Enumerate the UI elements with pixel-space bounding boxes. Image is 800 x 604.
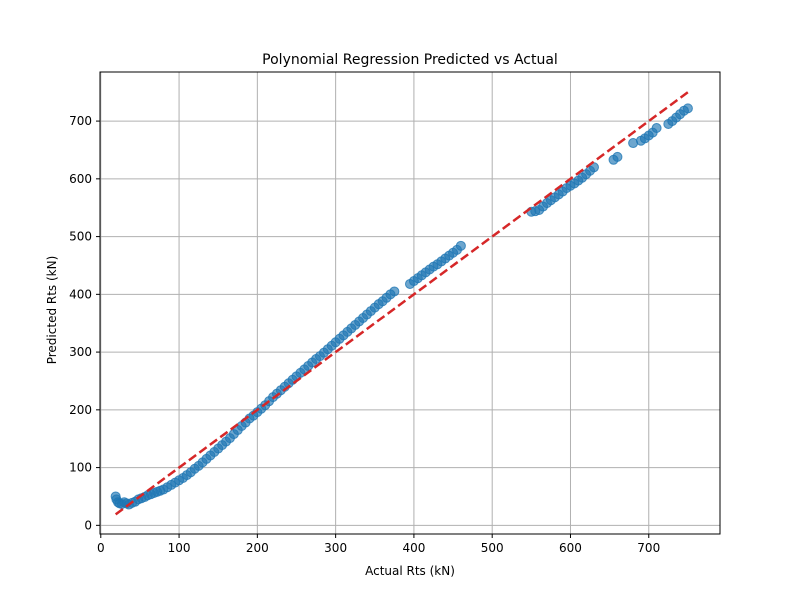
y-tick-label: 300	[69, 345, 92, 359]
grid	[100, 72, 720, 534]
x-tick-label: 500	[481, 541, 504, 555]
y-tick-label: 0	[84, 518, 92, 532]
reference-line-group	[114, 90, 690, 516]
data-point	[389, 286, 400, 297]
reference-line	[114, 90, 690, 516]
y-axis-label: Predicted Rts (kN)	[45, 256, 59, 365]
x-tick-label: 400	[402, 541, 425, 555]
x-tick-label: 0	[97, 541, 105, 555]
x-tick-label: 100	[168, 541, 191, 555]
plot-frame	[99, 71, 721, 535]
chart-title: Polynomial Regression Predicted vs Actua…	[262, 52, 558, 68]
x-tick-label: 700	[637, 541, 660, 555]
y-tick-label: 400	[69, 287, 92, 301]
data-point	[612, 151, 623, 162]
y-tick-label: 600	[69, 172, 92, 186]
y-tick-label: 100	[69, 461, 92, 475]
y-tick-label: 700	[69, 114, 92, 128]
y-tick-label: 500	[69, 230, 92, 244]
data-point	[682, 103, 693, 114]
x-tick-label: 300	[324, 541, 347, 555]
x-tick-label: 200	[246, 541, 269, 555]
data-point	[455, 240, 466, 251]
x-tick-label: 600	[559, 541, 582, 555]
y-tick-label: 200	[69, 403, 92, 417]
y-axis-ticks: 0 100 200 300 400 500 600 700	[69, 114, 100, 532]
x-axis-label: Actual Rts (kN)	[365, 564, 455, 578]
data-point	[651, 123, 662, 134]
x-axis-ticks: 0 100 200 300 400 500 600 700	[97, 534, 660, 555]
